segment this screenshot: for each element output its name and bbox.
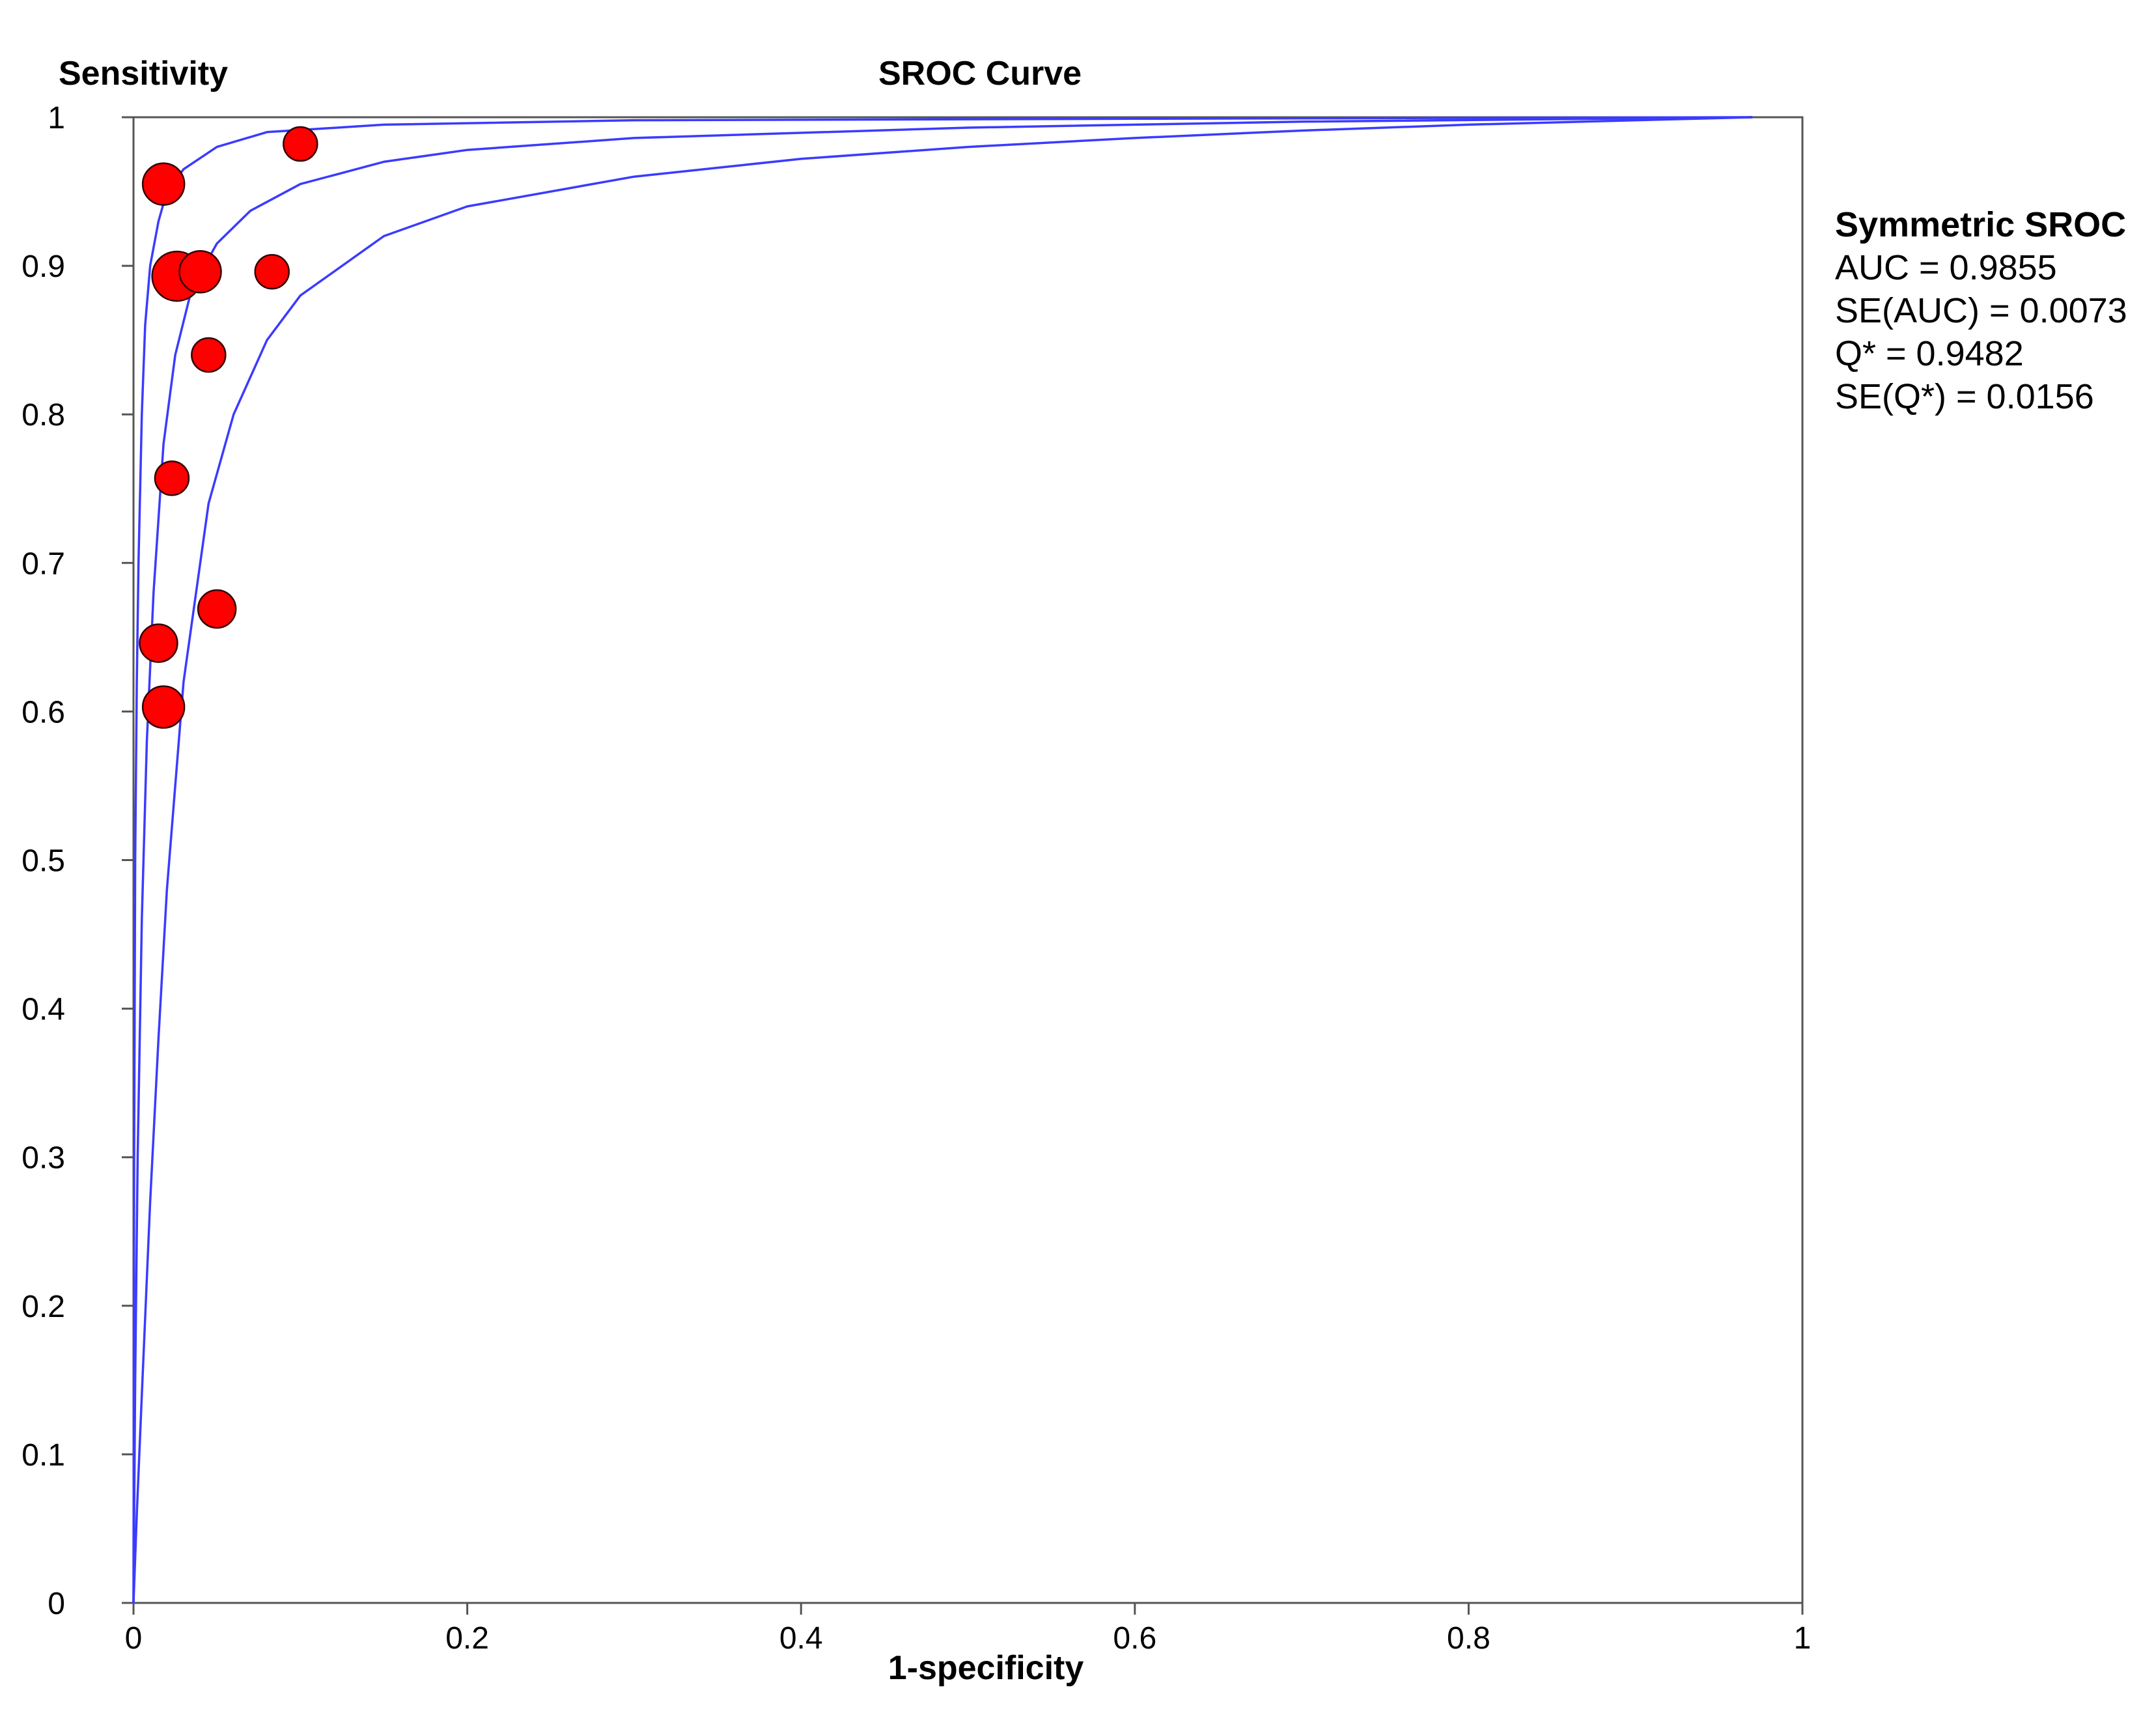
stats-se-auc: SE(AUC) = 0.0073 xyxy=(1835,291,2127,330)
y-tick-label: 1 xyxy=(48,101,65,135)
x-tick-label: 0.6 xyxy=(1113,1621,1156,1656)
x-axis-label: 1-specificity xyxy=(888,1649,1084,1687)
stats-heading: Symmetric SROC xyxy=(1835,205,2127,244)
y-tick-label: 0.1 xyxy=(21,1438,65,1473)
y-tick-label: 0.4 xyxy=(21,993,65,1027)
chart-title: SROC Curve xyxy=(878,55,1082,92)
sroc-curve xyxy=(132,116,1753,1604)
study-point xyxy=(197,589,237,629)
y-tick-label: 0.5 xyxy=(21,844,65,879)
x-tick-label: 0.2 xyxy=(445,1621,489,1656)
y-tick-label: 0.9 xyxy=(21,249,65,284)
y-tick-label: 0.6 xyxy=(21,695,65,729)
study-point xyxy=(141,685,186,729)
y-tick-label: 0.7 xyxy=(21,546,65,581)
study-point xyxy=(139,623,178,663)
x-tick-label: 0.4 xyxy=(779,1621,823,1656)
x-tick-label: 1 xyxy=(1794,1621,1812,1656)
y-axis-label: Sensitivity xyxy=(59,55,228,92)
y-tick-label: 0 xyxy=(48,1587,65,1621)
study-point xyxy=(178,249,222,294)
stats-se-q-star: SE(Q*) = 0.0156 xyxy=(1835,377,2094,416)
study-point xyxy=(254,253,290,290)
stats-panel: Symmetric SROC AUC = 0.9855 SE(AUC) = 0.… xyxy=(1835,203,2127,418)
stats-auc: AUC = 0.9855 xyxy=(1835,248,2057,287)
y-tick-label: 0.3 xyxy=(21,1141,65,1176)
y-tick-label: 0.8 xyxy=(21,398,65,432)
stats-q-star: Q* = 0.9482 xyxy=(1835,334,2024,373)
y-axis-ticks: 0 0.1 0.2 0.3 0.4 0.5 0.6 0.7 0.8 0.9 1 xyxy=(21,101,133,1621)
study-points xyxy=(139,126,318,729)
confidence-curve xyxy=(132,116,1753,1604)
x-tick-label: 0.8 xyxy=(1447,1621,1491,1656)
x-axis-ticks: 0 0.2 0.4 0.6 0.8 1 xyxy=(125,1603,1812,1656)
study-point xyxy=(141,162,186,206)
x-tick-label: 0 xyxy=(125,1621,143,1656)
plot-frame xyxy=(132,116,1804,1604)
study-point xyxy=(283,126,318,162)
study-point xyxy=(191,337,227,373)
sroc-curves xyxy=(132,116,1753,1604)
confidence-curve xyxy=(132,116,1753,1604)
study-point xyxy=(154,460,190,496)
y-tick-label: 0.2 xyxy=(21,1290,65,1324)
